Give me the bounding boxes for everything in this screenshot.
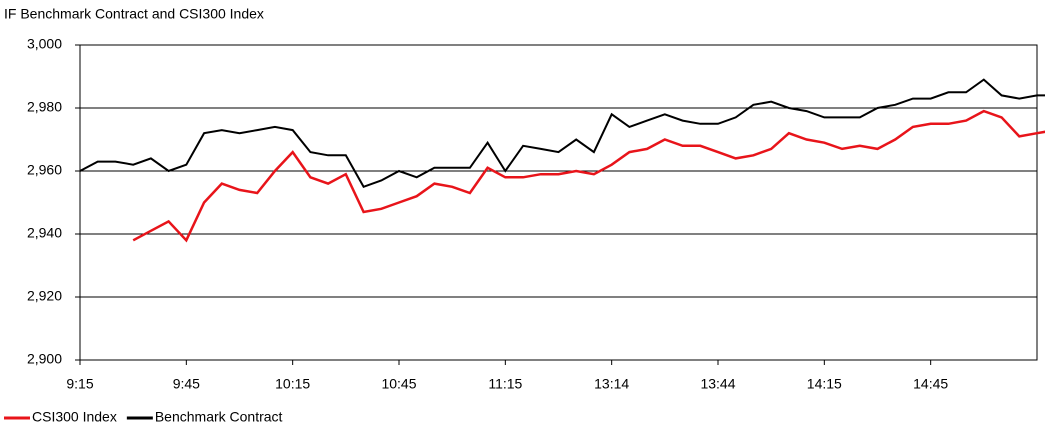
y-tick-label: 3,000 [27, 36, 62, 52]
y-tick-label: 2,960 [27, 162, 62, 178]
x-tick-label: 10:15 [275, 376, 310, 392]
x-tick-label: 13:44 [700, 376, 735, 392]
line-series [79, 78, 1045, 189]
y-tick-label: 2,900 [27, 351, 62, 367]
x-tick-label: 10:45 [381, 376, 416, 392]
line-series [132, 109, 1045, 243]
plot-frame [79, 44, 1038, 361]
x-tick-label: 14:45 [913, 376, 948, 392]
y-tick-label: 2,940 [27, 225, 62, 241]
x-tick-label: 9:15 [66, 376, 93, 392]
x-tick-label: 9:45 [173, 376, 200, 392]
legend-label: CSI300 Index [32, 409, 117, 425]
y-tick-label: 2,980 [27, 99, 62, 115]
x-tick-label: 14:15 [807, 376, 842, 392]
y-tick-label: 2,920 [27, 288, 62, 304]
legend-label: Benchmark Contract [155, 409, 283, 425]
x-tick-label: 11:15 [488, 376, 522, 392]
x-tick-label: 13:14 [594, 376, 629, 392]
chart-title: IF Benchmark Contract and CSI300 Index [4, 6, 264, 22]
